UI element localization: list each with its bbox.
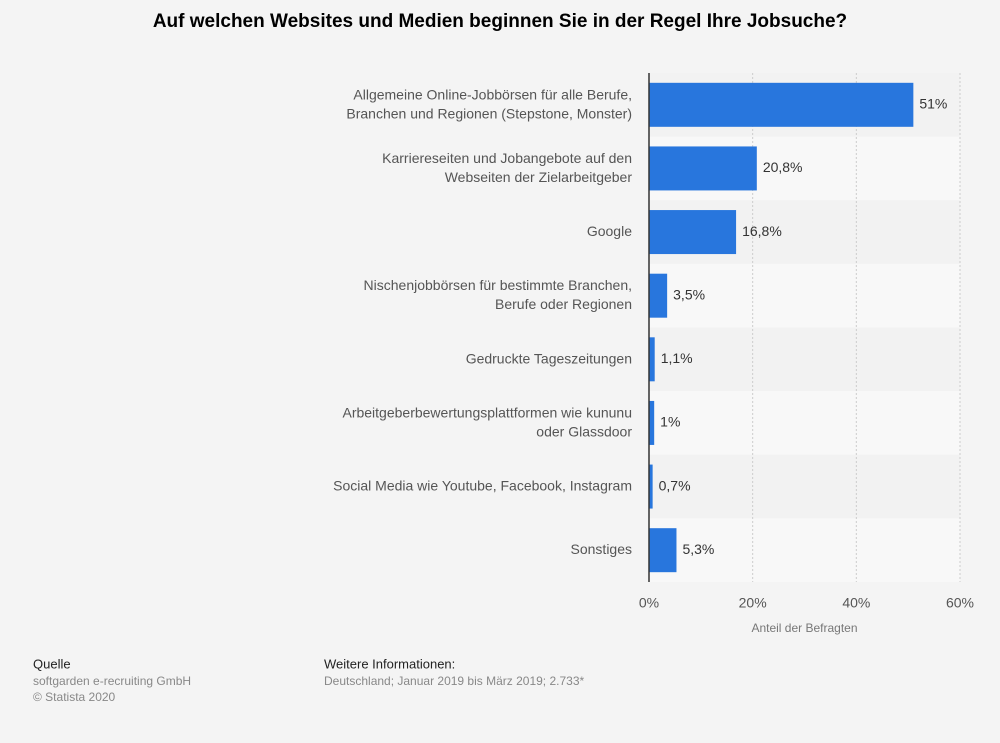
x-tick-label: 20% (739, 595, 767, 611)
y-tick-label-line: Berufe oder Regionen (495, 296, 632, 312)
y-tick-label-line: Google (587, 223, 632, 239)
bar (649, 400, 655, 445)
y-tick-label-line: Webseiten der Zielarbeitgeber (445, 169, 633, 185)
y-tick-label-line: Sonstiges (571, 541, 632, 557)
y-tick-label-line: Arbeitgeberbewertungsplattformen wie kun… (342, 404, 632, 420)
value-label: 16,8% (742, 223, 782, 239)
bar (649, 210, 737, 255)
row-band (649, 327, 960, 392)
row-band (649, 454, 960, 519)
source: softgarden e-recruiting GmbH (33, 674, 191, 688)
y-tick-label: Sonstiges (571, 541, 632, 557)
y-tick-label: Arbeitgeberbewertungsplattformen wie kun… (342, 404, 632, 439)
chart-title: Auf welchen Websites und Medien beginnen… (153, 11, 847, 32)
y-tick-label: Social Media wie Youtube, Facebook, Inst… (333, 477, 632, 493)
value-label: 1% (660, 414, 680, 430)
x-axis-title: Anteil der Befragten (751, 621, 857, 635)
bar (649, 337, 655, 382)
y-tick-label-line: Karriereseiten und Jobangebote auf den (382, 150, 632, 166)
value-label: 1,1% (661, 350, 693, 366)
y-tick-label-line: oder Glassdoor (536, 423, 632, 439)
row-band (649, 518, 960, 582)
y-tick-label: Nischenjobbörsen für bestimmte Branchen,… (364, 277, 632, 312)
y-tick-label: Karriereseiten und Jobangebote auf den We… (382, 150, 632, 185)
source-heading: Quelle (33, 656, 71, 671)
x-tick-label: 40% (842, 595, 870, 611)
bar (649, 528, 677, 573)
y-tick-label-line: Branchen und Regionen (Stepstone, Monste… (346, 105, 632, 121)
bar (649, 273, 668, 318)
y-tick-label-line: Gedruckte Tageszeitungen (466, 350, 632, 366)
y-tick-label-line: Nischenjobbörsen für bestimmte Branchen, (364, 277, 632, 293)
value-label: 0,7% (659, 477, 691, 493)
bar (649, 464, 653, 509)
value-label: 20,8% (763, 159, 803, 175)
value-label: 5,3% (682, 541, 714, 557)
copyright: © Statista 2020 (33, 690, 116, 704)
row-band (649, 263, 960, 328)
value-label: 3,5% (673, 286, 705, 302)
row-band (649, 391, 960, 455)
bar (649, 82, 914, 127)
bar (649, 146, 757, 191)
x-tick-label: 0% (639, 595, 659, 611)
info: Deutschland; Januar 2019 bis März 2019; … (324, 674, 584, 688)
y-tick-label: Gedruckte Tageszeitungen (466, 350, 632, 366)
value-label: 51% (919, 96, 947, 112)
y-tick-label-line: Social Media wie Youtube, Facebook, Inst… (333, 477, 632, 493)
y-tick-label: Google (587, 223, 632, 239)
info-heading: Weitere Informationen: (324, 656, 455, 671)
x-tick-label: 60% (946, 595, 974, 611)
y-tick-label: Allgemeine Online-Jobbörsen für alle Ber… (346, 86, 632, 121)
y-tick-label-line: Allgemeine Online-Jobbörsen für alle Ber… (353, 86, 632, 102)
